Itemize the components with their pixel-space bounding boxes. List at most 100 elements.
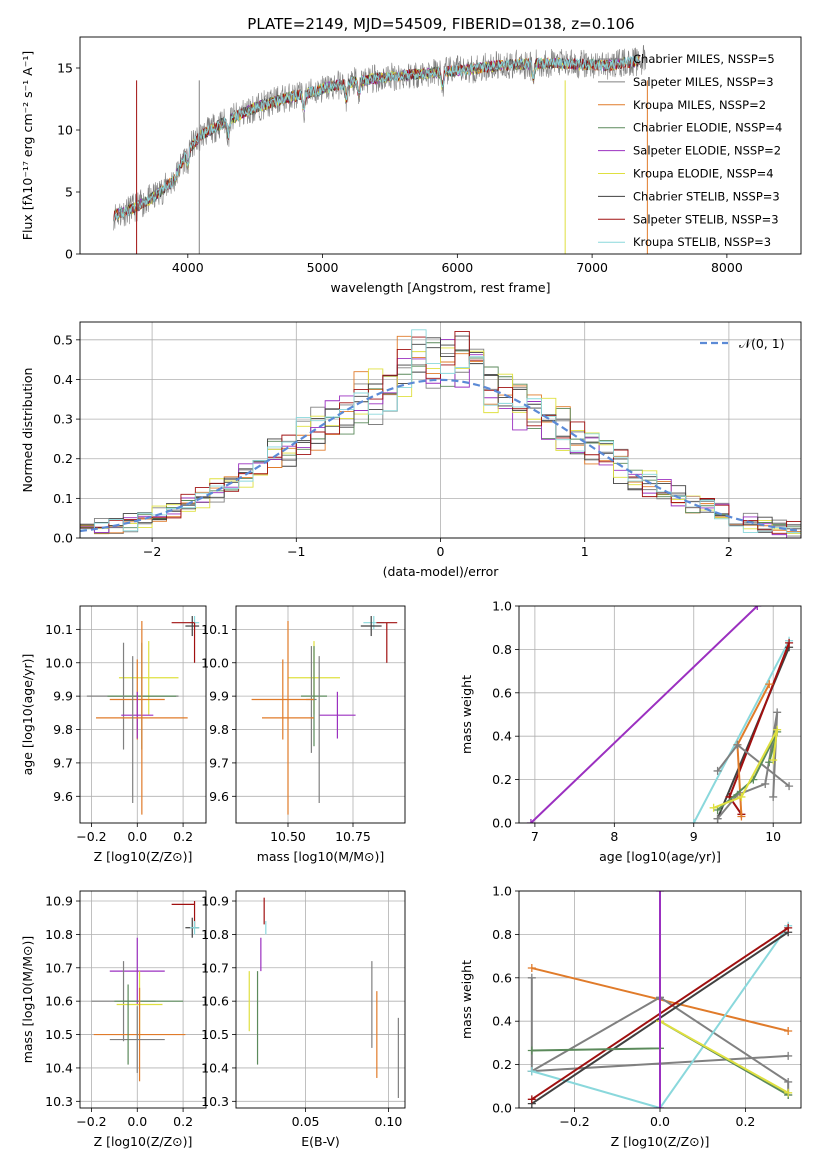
x-tick-label: −1: [287, 544, 305, 559]
y-tick-label: 9.6: [209, 789, 229, 804]
y-tick-label: 9.9: [53, 689, 73, 704]
mass-weight-series: [716, 731, 779, 811]
plus-marker: [713, 814, 722, 823]
x-tick-label: 0.0: [127, 829, 147, 844]
x-tick-label: 7000: [576, 260, 608, 275]
x-tick-label: 0.0: [127, 1114, 147, 1129]
plus-marker: [527, 1046, 536, 1055]
y-tick-label: 1.0: [492, 599, 512, 614]
plus-marker: [733, 740, 742, 749]
x-tick-label: 0.0: [650, 1114, 670, 1129]
x-tick-label: 5000: [307, 260, 339, 275]
x-axis-label: E(B-V): [301, 1134, 340, 1149]
y-axis-label: Normed distribution: [20, 368, 35, 493]
x-tick-label: 1: [581, 544, 589, 559]
y-tick-label: 10.7: [45, 960, 73, 975]
y-tick-label: 10.5: [201, 1027, 229, 1042]
legend-label: Kroupa STELIB, NSSP=3: [633, 235, 771, 249]
plus-marker: [784, 923, 793, 932]
x-tick-label: 8: [610, 829, 618, 844]
panel-6: −0.2 0.0 0.2 10.3 10.4 10.5 10.6 10.7 10.8 10.9 Z …: [20, 890, 207, 1149]
mass-weight-series: [713, 729, 779, 809]
x-tick-label: 7: [531, 829, 539, 844]
y-axis-label: mass [log10(M/M⊙)]: [20, 936, 35, 1064]
y-tick-label: 10.3: [201, 1094, 229, 1109]
legend-label: Salpeter ELODIE, NSSP=2: [633, 144, 781, 158]
y-tick-label: 0.8: [492, 642, 512, 657]
y-tick-label: 9.6: [53, 789, 73, 804]
y-tick-label: 0.5: [53, 332, 73, 347]
mass-weight-series: [736, 683, 771, 746]
mass-weight-series: [531, 996, 790, 1095]
y-tick-label: 9.7: [209, 755, 229, 770]
y-tick-label: 0.2: [492, 772, 512, 787]
y-axis-label: mass weight: [459, 960, 474, 1039]
mass-weight-series: [659, 1020, 789, 1094]
x-axis-label: mass [log10(M/M⊙)]: [257, 849, 385, 864]
panel-3: −0.2 0.0 0.2 9.6 9.7 9.8 9.9 10.0 10.1 Z [log10(Z…: [20, 605, 207, 864]
panel-1: 4000 5000 6000 7000 8000 0 5 10 15 wavelength [An…: [20, 36, 802, 295]
x-axis-label: Z [log10(Z/Z⊙)]: [94, 1134, 193, 1149]
plus-marker: [527, 964, 536, 973]
axes-frame: [79, 321, 802, 539]
axes-frame: [79, 605, 207, 824]
spectrum-series: [113, 56, 640, 222]
x-axis-label: age [log10(age/yr)]: [599, 849, 721, 864]
y-tick-label: 0.2: [53, 451, 73, 466]
axes-frame: [235, 605, 406, 824]
plus-marker: [713, 766, 722, 775]
plus-marker: [527, 1095, 536, 1104]
y-tick-label: 9.7: [53, 755, 73, 770]
x-tick-label: 0.10: [375, 1114, 403, 1129]
y-tick-label: 10.4: [45, 1060, 73, 1075]
plus-marker: [784, 1051, 793, 1060]
y-tick-label: 10.9: [45, 894, 73, 909]
panel-8: −0.2 0.0 0.2 0.0 0.2 0.4 0.6 0.8 1.0 Z [log10(Z/Z…: [459, 884, 802, 1149]
plus-marker: [737, 792, 746, 801]
legend-label: Salpeter MILES, NSSP=3: [633, 75, 774, 89]
y-tick-label: 10.6: [45, 994, 73, 1009]
plus-marker: [784, 1026, 793, 1035]
x-axis-label: (data-model)/error: [383, 564, 500, 579]
y-tick-label: 10.9: [201, 894, 229, 909]
y-tick-label: 0.0: [492, 816, 512, 831]
y-tick-label: 10.4: [201, 1060, 229, 1075]
y-tick-label: 15: [57, 61, 73, 76]
normal-curve: [80, 378, 801, 533]
plus-marker: [526, 819, 535, 823]
panel-2: −2 −1 0 1 2 0.0 0.1 0.2 0.3 0.4 0.5 (data-model)/er…: [20, 321, 802, 579]
x-tick-label: 0.2: [173, 1114, 193, 1129]
histogram-series: [80, 329, 801, 538]
y-tick-label: 9.8: [209, 722, 229, 737]
plus-marker: [761, 779, 770, 788]
y-axis-label: mass weight: [459, 675, 474, 754]
x-tick-label: 8000: [711, 260, 743, 275]
y-tick-label: 0: [65, 247, 73, 262]
plus-marker: [527, 973, 536, 982]
plus-marker: [765, 680, 774, 689]
x-tick-label: 10.75: [335, 829, 371, 844]
y-tick-label: 0.6: [492, 685, 512, 700]
legend-label: Salpeter STELIB, NSSP=3: [633, 212, 779, 226]
y-tick-label: 10.0: [45, 655, 73, 670]
axes-frame: [79, 890, 207, 1109]
y-tick-label: 0.3: [53, 412, 73, 427]
x-tick-label: 6000: [441, 260, 473, 275]
plus-marker: [773, 708, 782, 717]
y-tick-label: 0.6: [492, 970, 512, 985]
y-tick-label: 9.8: [53, 722, 73, 737]
x-tick-label: 4000: [172, 260, 204, 275]
y-tick-label: 0.4: [53, 372, 73, 387]
plus-marker: [769, 792, 778, 801]
plus-marker: [527, 1067, 536, 1076]
y-tick-label: 9.9: [209, 689, 229, 704]
y-tick-label: 10.0: [201, 655, 229, 670]
x-axis-label: wavelength [Angstrom, rest frame]: [330, 280, 550, 295]
y-axis-label: Flux [fλ10⁻¹⁷ erg cm⁻² s⁻¹ A⁻¹]: [20, 51, 35, 240]
y-tick-label: 10.7: [201, 960, 229, 975]
mass-weight-series: [736, 744, 743, 817]
y-tick-label: 1.0: [492, 884, 512, 899]
x-tick-label: 0: [437, 544, 445, 559]
x-tick-label: 10.50: [270, 829, 306, 844]
